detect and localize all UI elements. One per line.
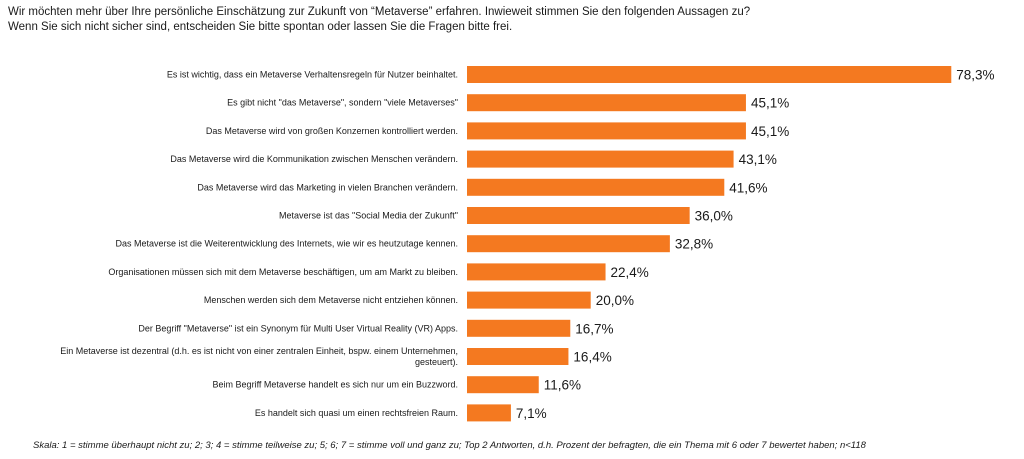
category-label-13: Es handelt sich quasi um einen rechtsfre…: [255, 408, 458, 418]
bar-3: [467, 122, 746, 140]
bar-9: [467, 291, 591, 309]
value-label-7: 32,8%: [675, 237, 713, 252]
category-label-12: Beim Begriff Metaverse handelt es sich n…: [213, 380, 458, 390]
bar-5: [467, 178, 725, 196]
value-label-10: 16,7%: [575, 321, 613, 336]
category-label-10: Der Begriff "Metaverse" ist ein Synonym …: [138, 323, 458, 333]
value-label-8: 22,4%: [611, 265, 649, 280]
category-label-11-line-1: Ein Metaverse ist dezentral (d.h. es ist…: [60, 346, 458, 356]
bar-13: [467, 404, 511, 422]
bar-7: [467, 235, 670, 253]
bar-1: [467, 66, 952, 83]
value-label-1: 78,3%: [956, 68, 994, 83]
category-label-9: Menschen werden sich dem Metaverse nicht…: [204, 295, 458, 305]
title-line-1: Wir möchten mehr über Ihre persönliche E…: [8, 6, 751, 18]
value-label-4: 43,1%: [739, 152, 777, 167]
bar-6: [467, 207, 690, 224]
category-label-8: Organisationen müssen sich mit dem Metav…: [108, 267, 458, 277]
category-label-3: Das Metaverse wird von großen Konzernen …: [206, 126, 458, 136]
value-label-2: 45,1%: [751, 96, 789, 111]
value-label-12: 11,6%: [544, 378, 581, 393]
value-label-9: 20,0%: [596, 293, 634, 308]
value-label-6: 36,0%: [695, 209, 733, 224]
bar-12: [467, 376, 539, 394]
category-label-11-line-2: gesteuert).: [415, 357, 458, 367]
title-line-2: Wenn Sie sich nicht sicher sind, entsche…: [8, 21, 513, 33]
category-label-1: Es ist wichtig, dass ein Metaverse Verha…: [167, 70, 458, 80]
bar-2: [467, 94, 746, 112]
value-label-13: 7,1%: [516, 406, 547, 421]
bar-8: [467, 263, 606, 281]
category-label-4: Das Metaverse wird die Kommunikation zwi…: [170, 154, 458, 164]
category-label-6: Metaverse ist das "Social Media der Zuku…: [279, 211, 458, 221]
chart-title: Wir möchten mehr über Ihre persönliche E…: [8, 5, 1008, 35]
value-label-5: 41,6%: [729, 180, 767, 195]
bar-11: [467, 348, 569, 365]
category-label-7: Das Metaverse ist die Weiterentwicklung …: [115, 239, 458, 249]
value-label-3: 45,1%: [751, 124, 789, 139]
value-label-11: 16,4%: [573, 350, 611, 365]
footnote: Skala: 1 = stimme überhaupt nicht zu; 2;…: [33, 440, 866, 451]
bar-10: [467, 319, 571, 337]
category-label-2: Es gibt nicht "das Metaverse", sondern "…: [227, 98, 458, 108]
category-label-5: Das Metaverse wird das Marketing in viel…: [197, 182, 458, 192]
bar-4: [467, 150, 734, 168]
